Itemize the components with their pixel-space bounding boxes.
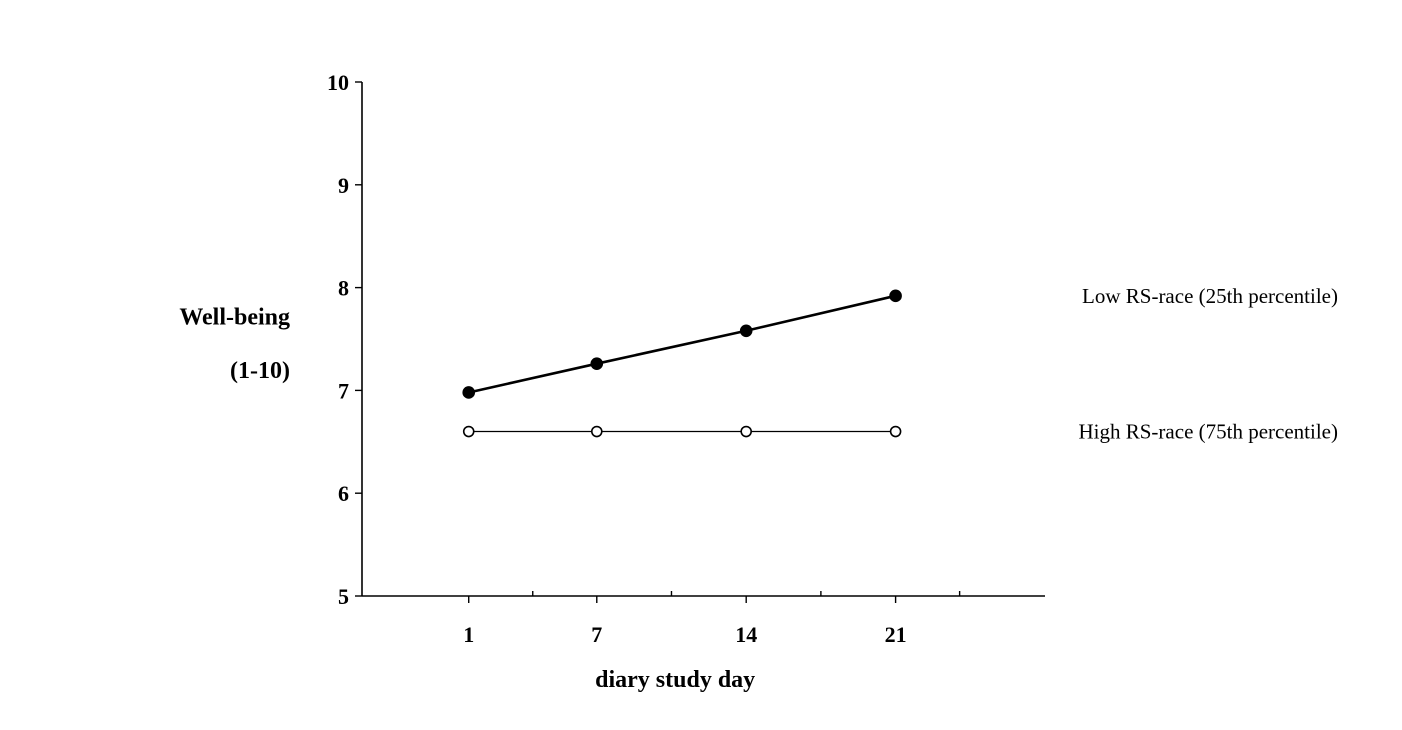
data-point [889, 289, 902, 303]
y-tick-label: 9 [338, 173, 349, 198]
data-point [462, 386, 476, 399]
series-1: Low RS-race (25th percentile) [462, 284, 1338, 399]
series-group: Low RS-race (25th percentile) High RS-rac… [462, 284, 1339, 444]
x-axis-title: diary study day [595, 667, 755, 693]
data-point [590, 425, 603, 438]
data-point [590, 357, 604, 370]
y-axis-title-range: (1-10) [230, 358, 290, 384]
data-point [889, 425, 902, 438]
series-line [468, 294, 896, 394]
x-tick-label: 1 [463, 622, 474, 647]
y-tick-label: 10 [327, 70, 349, 95]
labels: Well-being (1-10) diary study day [179, 304, 755, 693]
x-tick-label: 7 [591, 622, 602, 647]
data-point [739, 324, 753, 338]
series-label: High RS-race (75th percentile) [1079, 420, 1339, 444]
y-tick-label: 7 [338, 378, 349, 403]
x-tick-label: 21 [885, 622, 907, 647]
ticks: 5 6 7 8 9 10 1 7 14 21 [327, 70, 961, 647]
y-axis-title: Well-being [179, 304, 290, 330]
series-label: Low RS-race (25th percentile) [1082, 284, 1338, 308]
y-tick-label: 5 [338, 584, 349, 609]
axes [361, 82, 1045, 597]
data-point [462, 425, 475, 438]
y-tick-label: 6 [338, 481, 349, 506]
y-tick-label: 8 [338, 276, 349, 301]
x-tick-label: 14 [735, 622, 757, 647]
series-2: High RS-race (75th percentile) [462, 420, 1339, 444]
data-point [740, 425, 752, 438]
